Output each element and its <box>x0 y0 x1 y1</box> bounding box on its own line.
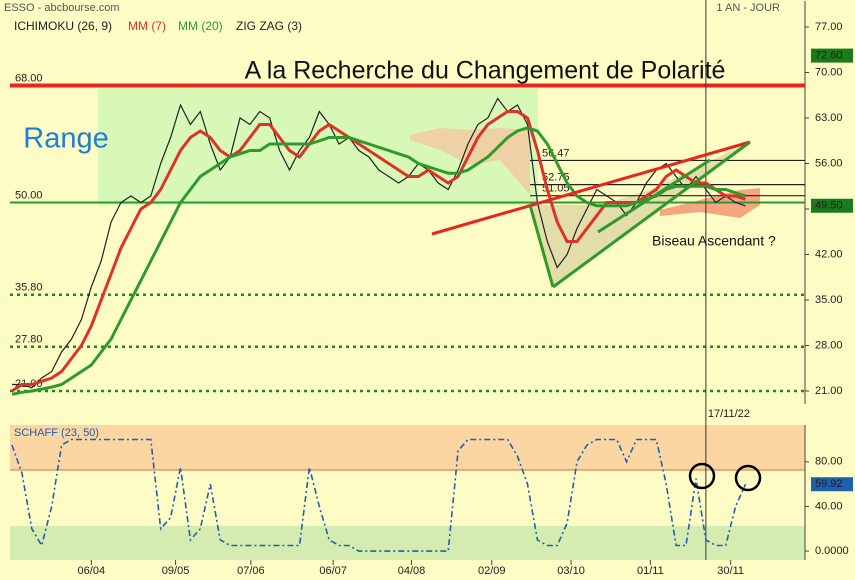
annotation: Biseau Ascendant ? <box>652 233 776 249</box>
x-tick-label: 02/09 <box>478 565 506 577</box>
panel-bg <box>10 425 805 470</box>
panel-title: SCHAFF (23, 50) <box>14 427 99 439</box>
x-tick-label: 30/11 <box>717 565 744 577</box>
chart-title: A la Recherche du Changement de Polarité <box>245 57 726 85</box>
y-tick-label: 35.00 <box>815 294 843 306</box>
annotation: Range <box>23 123 108 155</box>
plot: 21.0028.0035.0042.0049.0056.0063.0070.00… <box>10 0 853 577</box>
panel-bg <box>10 526 805 560</box>
y-tick-label: 70.00 <box>815 66 843 78</box>
moving-average <box>11 126 746 396</box>
x-tick-label: 01/11 <box>637 565 664 577</box>
y-tick-label: 40.00 <box>815 500 843 512</box>
price-badge <box>811 477 853 492</box>
y-tick-label: 21.00 <box>815 385 843 397</box>
price-badge-label: 49.50 <box>815 200 843 212</box>
y-tick-label: 77.00 <box>815 21 843 33</box>
legend-item: ZIG ZAG (3) <box>236 19 302 33</box>
legend-item: MM (20) <box>178 19 223 33</box>
legend-item: MM (7) <box>128 19 166 33</box>
moving-average <box>11 110 746 393</box>
wedge-line <box>528 204 555 288</box>
source: ESSO - abcbourse.com <box>4 2 120 14</box>
panel-bg <box>10 470 805 526</box>
highlight-circle <box>688 462 716 490</box>
x-tick-label: 03/10 <box>557 565 585 577</box>
level-label: 35.80 <box>15 282 43 294</box>
wedge-line <box>552 140 751 289</box>
y-tick-label: 0.0000 <box>815 545 849 557</box>
x-tick-label: 06/04 <box>78 565 106 577</box>
y-tick-label: 63.00 <box>815 112 843 124</box>
highlight-circle <box>734 464 762 492</box>
x-tick-label: 07/06 <box>237 565 265 577</box>
y-tick-label: 56.00 <box>815 157 843 169</box>
level-label: 27.80 <box>15 334 43 346</box>
x-tick-label: 09/05 <box>162 565 190 577</box>
price-badge-label: 72.60 <box>815 50 843 62</box>
wedge-line <box>431 140 751 236</box>
price-badge <box>811 198 853 213</box>
y-tick-label: 28.00 <box>815 339 843 351</box>
legend-item: ICHIMOKU (26, 9) <box>14 19 112 33</box>
event-label: 17/11/22 <box>708 408 750 420</box>
x-tick-label: 04/08 <box>398 565 426 577</box>
schaff-line <box>11 438 747 552</box>
wedge-line <box>597 158 711 234</box>
price-line <box>12 97 746 389</box>
y-tick-label: 42.00 <box>815 248 843 260</box>
x-tick-label: 06/07 <box>319 565 347 577</box>
price-badge-label: 59.92 <box>815 478 843 490</box>
price-badge <box>811 48 853 63</box>
level-label: 50.00 <box>15 189 43 201</box>
period: 1 AN - JOUR <box>716 2 780 14</box>
y-tick-label: 80.00 <box>815 456 843 468</box>
level-label: 68.00 <box>15 72 43 84</box>
